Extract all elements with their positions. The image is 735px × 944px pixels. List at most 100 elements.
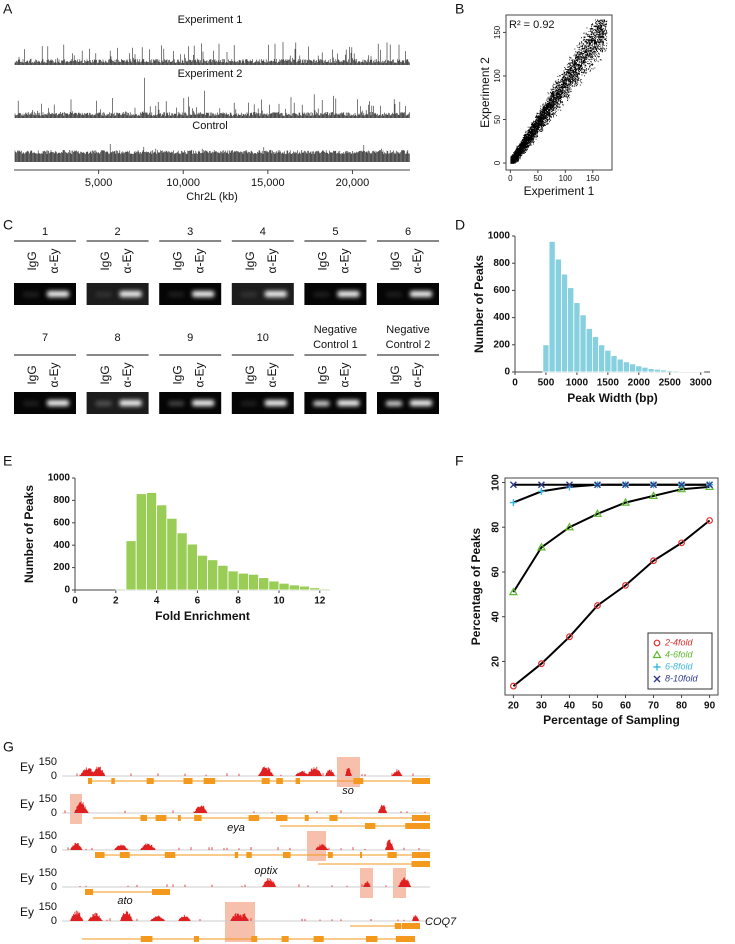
x-tick-label: 70 <box>648 701 660 712</box>
bar <box>217 564 229 591</box>
lane-label: IgG <box>25 251 39 270</box>
bar <box>591 336 599 373</box>
exon <box>194 815 202 821</box>
bar <box>156 504 168 591</box>
x-tick-label: 20,000 <box>336 177 370 189</box>
x-tick-label: 10,000 <box>166 177 200 189</box>
bar <box>579 314 587 373</box>
signal-track <box>14 77 410 118</box>
panel-letter: A <box>3 1 13 17</box>
exon <box>353 778 364 784</box>
x-tick-label: 60 <box>620 701 632 712</box>
track-label: Experiment 2 <box>178 68 243 80</box>
bar <box>660 369 668 373</box>
band <box>337 291 360 297</box>
x-tick-label: 6 <box>195 596 201 607</box>
bar <box>598 344 606 373</box>
panel-letter: G <box>3 739 14 755</box>
x-tick-label: 2500 <box>659 378 682 389</box>
exon <box>329 815 338 821</box>
y-tick-label: 600 <box>493 285 510 296</box>
sample-label: 2 <box>115 226 121 238</box>
bar <box>629 363 637 373</box>
bar <box>166 517 178 591</box>
exon <box>248 815 260 821</box>
y-tick-label: 150 <box>39 901 57 913</box>
bar <box>227 570 239 591</box>
marker <box>510 682 517 690</box>
y-tick-label: 150 <box>493 25 502 39</box>
y-tick-label: 0 <box>493 160 502 165</box>
gel-image <box>231 283 294 305</box>
x-tick-label: 150 <box>586 174 600 183</box>
gel-image <box>14 392 76 414</box>
marker <box>650 557 657 565</box>
signal-track <box>14 144 410 162</box>
gel-image <box>377 392 439 414</box>
y-axis-label: Number of Peaks <box>22 485 36 583</box>
bar <box>641 366 649 373</box>
x-axis-label: Percentage of Sampling <box>543 713 680 727</box>
bar <box>647 368 655 373</box>
x-axis-label: Fold Enrichment <box>155 609 250 623</box>
band <box>313 292 330 297</box>
exon <box>140 936 153 942</box>
track-label: Ey <box>20 905 34 919</box>
y-tick-label: 1000 <box>48 473 71 484</box>
band <box>264 291 287 297</box>
x-tick-label: 5,000 <box>85 177 113 189</box>
exon <box>364 823 376 829</box>
sample-label: 4 <box>260 226 266 238</box>
annotation: R² = 0.92 <box>509 19 555 31</box>
marker <box>653 639 661 647</box>
exon <box>193 936 200 942</box>
lane-label: α-Ey <box>120 363 134 388</box>
bar <box>604 349 612 373</box>
band <box>47 291 69 297</box>
marker <box>538 660 545 668</box>
sample-label: Control 1 <box>313 339 358 351</box>
x-tick-label: 90 <box>704 701 716 712</box>
panel-letter: D <box>455 217 465 233</box>
band <box>119 291 142 297</box>
lane-label: IgG <box>25 365 39 384</box>
marker <box>508 587 518 596</box>
bar <box>237 572 249 591</box>
lane-label: IgG <box>316 251 330 270</box>
bar <box>319 588 331 591</box>
exon <box>327 852 333 858</box>
lane-label: α-Ey <box>47 249 61 274</box>
lane-label: IgG <box>243 251 257 270</box>
x-tick-label: 20 <box>508 701 520 712</box>
plot-frame <box>505 14 613 171</box>
x-tick-label: 1500 <box>597 378 620 389</box>
y-tick-label: 200 <box>493 339 510 350</box>
x-tick-label: 30 <box>536 701 548 712</box>
exon <box>111 778 115 784</box>
x-tick-label: 1000 <box>566 378 589 389</box>
lane-label: α-Ey <box>410 363 424 388</box>
x-tick-label: 2000 <box>628 378 651 389</box>
bar <box>298 585 310 591</box>
band <box>386 292 402 297</box>
exon <box>251 936 258 942</box>
marker <box>677 484 687 493</box>
sample-label: 10 <box>257 332 269 344</box>
marker <box>648 491 659 499</box>
lane-label: IgG <box>170 251 184 270</box>
y-axis-label: Experiment 2 <box>478 57 492 128</box>
exon <box>164 852 176 858</box>
x-axis-label: Experiment 1 <box>524 184 595 198</box>
x-tick-label: 50 <box>592 701 604 712</box>
bar <box>258 577 270 591</box>
bar <box>548 241 556 373</box>
signal-track <box>14 42 410 65</box>
legend-label: 8-10fold <box>665 673 699 683</box>
x-tick-label: 3000 <box>690 378 713 389</box>
exon <box>405 823 416 829</box>
y-tick-label: 0 <box>51 807 57 819</box>
exon <box>365 936 378 942</box>
bar <box>542 344 550 373</box>
exon <box>397 936 415 942</box>
band <box>168 401 185 406</box>
